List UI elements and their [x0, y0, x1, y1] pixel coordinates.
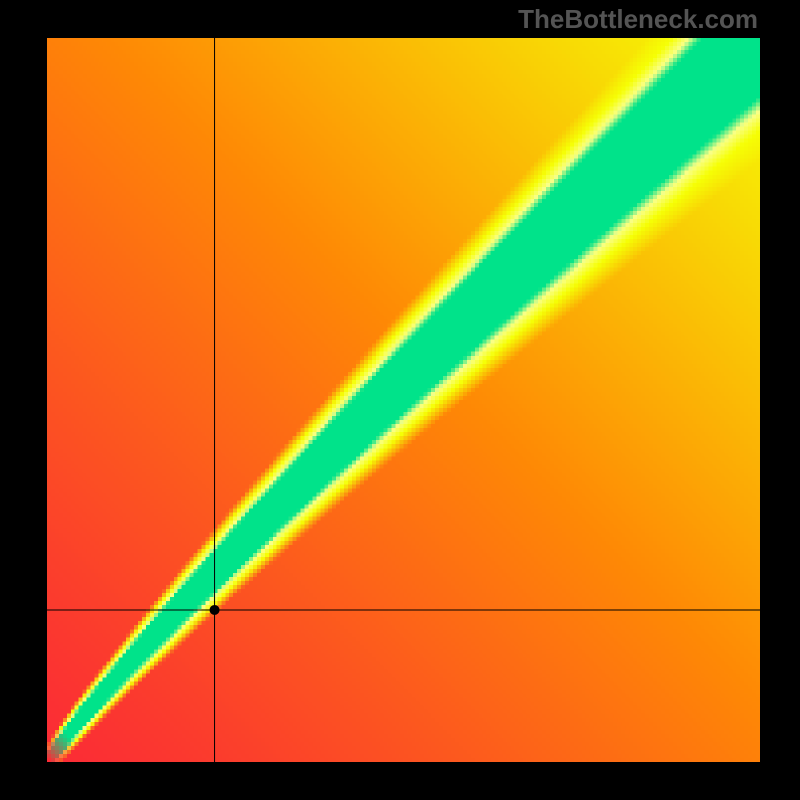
watermark-text: TheBottleneck.com [518, 4, 758, 35]
bottleneck-heatmap [47, 38, 760, 762]
figure-root: TheBottleneck.com [0, 0, 800, 800]
